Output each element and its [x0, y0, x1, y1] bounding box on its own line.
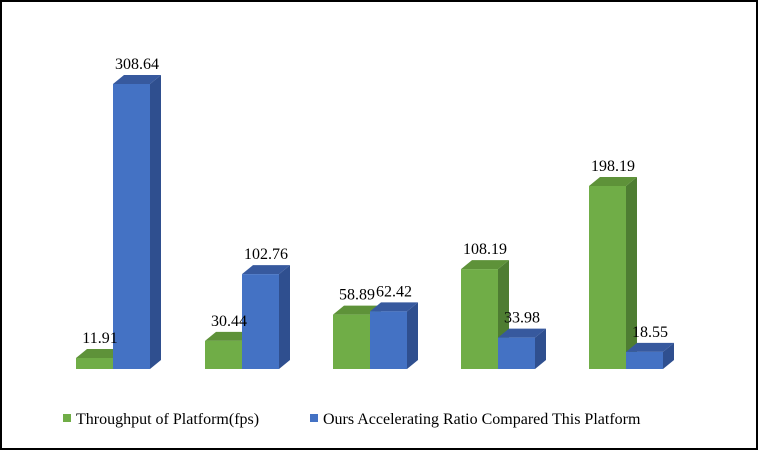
- data-label-throughput-3: 58.89: [339, 287, 375, 304]
- legend-label-throughput: Throughput of Platform(fps): [76, 411, 259, 428]
- bar-ratio-3: [370, 302, 418, 369]
- data-label-ratio-2: 102.76: [244, 246, 288, 263]
- data-labels-layer: 11.91 308.64 30.44 102.76 58.89 62.42 108.19 33…: [82, 56, 668, 347]
- bars-layer: [76, 75, 674, 369]
- data-label-ratio-1: 308.64: [115, 56, 159, 73]
- data-label-throughput-4: 108.19: [463, 241, 507, 258]
- bar-ratio-2: [242, 265, 290, 369]
- bar-ratio-1: [113, 75, 161, 369]
- data-label-ratio-4: 33.98: [504, 310, 540, 327]
- data-label-ratio-5: 18.55: [632, 324, 668, 341]
- bar-ratio-4: [498, 328, 546, 369]
- legend-swatch-throughput: [63, 414, 71, 422]
- bar-ratio-5: [626, 342, 674, 369]
- data-label-throughput-5: 198.19: [591, 158, 635, 175]
- legend: Throughput of Platform(fps) Ours Acceler…: [63, 411, 641, 428]
- data-label-ratio-3: 62.42: [376, 283, 412, 300]
- data-label-throughput-1: 11.91: [82, 330, 117, 347]
- legend-swatch-accelerating-ratio: [310, 414, 318, 422]
- legend-label-accelerating-ratio: Ours Accelerating Ratio Compared This Pl…: [323, 411, 641, 428]
- bar-throughput-5: [589, 176, 637, 369]
- data-label-throughput-2: 30.44: [211, 313, 247, 330]
